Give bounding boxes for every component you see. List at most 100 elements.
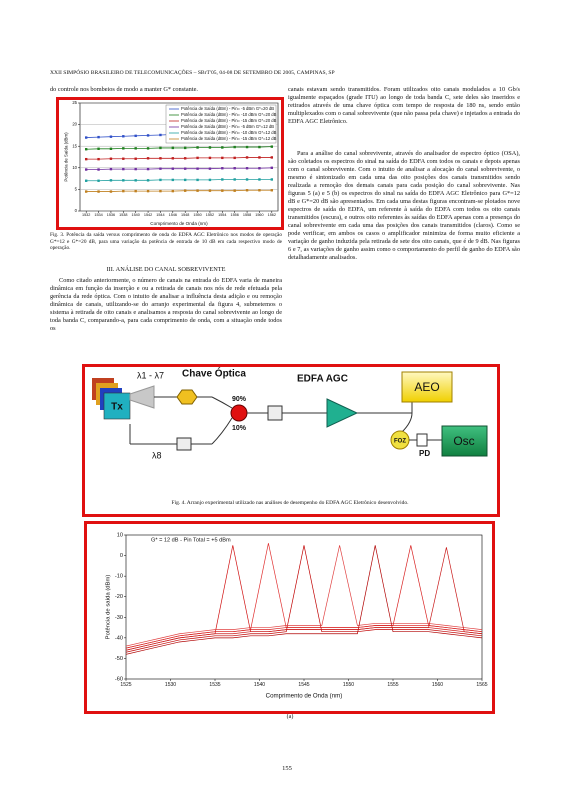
x-tick-label: 1534 [94, 213, 102, 217]
y-tick-label: -10 [115, 574, 123, 580]
annotation: G* = 12 dB - Pin Total = +5 dBm [151, 537, 231, 543]
series-marker [134, 135, 136, 137]
series-marker [184, 179, 186, 181]
series-marker [172, 157, 174, 159]
series-marker [97, 180, 99, 182]
x-tick-label: 1550 [343, 682, 354, 688]
x-tick-label: 1540 [254, 682, 265, 688]
series-marker [85, 180, 87, 182]
series-marker [221, 167, 223, 169]
series-marker [271, 156, 273, 158]
legend-label: Potência de Saída (dBm) - Pin= -5 dBm G*… [181, 106, 274, 111]
series-marker [233, 178, 235, 180]
legend-label: Potência de Saída (dBm) - Pin= -15 dBm G… [181, 118, 277, 123]
series-marker [110, 168, 112, 170]
series-marker [147, 190, 149, 192]
x-tick-label: 1548 [181, 213, 189, 217]
aeo-label: AEO [414, 380, 439, 394]
x-tick-label: 1565 [476, 682, 487, 688]
figure-4-caption: Fig. 4. Arranjo experimental utilizado n… [90, 500, 490, 506]
legend-label: Potência de Saída (dBm) - Pin= -5 dBm G*… [181, 124, 274, 129]
legend-label: Potência de Saída (dBm) - Pin= -10 dBm G… [181, 130, 277, 135]
series-marker [122, 147, 124, 149]
series-marker [147, 168, 149, 170]
x-tick-label: 1555 [387, 682, 398, 688]
x-tick-label: 1556 [230, 213, 238, 217]
x-tick-label: 1535 [209, 682, 220, 688]
series-marker [221, 157, 223, 159]
x-axis-label: Comprimento de Onda (nm) [150, 221, 208, 226]
series-marker [233, 167, 235, 169]
series-marker [159, 167, 161, 169]
coupler [231, 405, 247, 421]
x-tick-label: 1542 [144, 213, 152, 217]
plot-area [126, 535, 482, 679]
series-marker [196, 179, 198, 181]
x-tick-label: 1552 [206, 213, 214, 217]
series-marker [196, 146, 198, 148]
figure-5-caption: (a) [270, 714, 310, 720]
series-marker [184, 189, 186, 191]
series-marker [221, 189, 223, 191]
figure-3-caption: Fig. 3. Potência da saída versus comprim… [50, 232, 282, 252]
series-marker [172, 179, 174, 181]
series-marker [196, 167, 198, 169]
series-marker [97, 148, 99, 150]
series-marker [258, 178, 260, 180]
attenuator [177, 438, 191, 450]
series-marker [258, 189, 260, 191]
paragraph: canais estavam sendo transmitidos. Foram… [288, 86, 520, 126]
legend-label: Potência de Saída (dBm) - Pin= -10 dBm G… [181, 112, 277, 117]
series-marker [134, 168, 136, 170]
survivor-label: λ8 [152, 450, 162, 460]
x-tick-label: 1538 [119, 213, 127, 217]
x-tick-label: 1558 [243, 213, 251, 217]
series-marker [159, 190, 161, 192]
series-marker [97, 136, 99, 138]
page-body: XXII SIMPÓSIO BRASILEIRO DE TELECOMUNICA… [0, 0, 574, 807]
series-marker [134, 179, 136, 181]
series-marker [184, 157, 186, 159]
y-tick-label: 5 [75, 187, 78, 192]
y-tick-label: -50 [115, 656, 123, 662]
series-marker [110, 135, 112, 137]
amplifier [327, 399, 357, 427]
running-header: XXII SIMPÓSIO BRASILEIRO DE TELECOMUNICA… [50, 70, 530, 76]
series-marker [271, 189, 273, 191]
series-marker [221, 178, 223, 180]
intro-text: do controle nos bombeios de modo a mante… [50, 86, 282, 94]
figure-4: Tx λ1 - λ7 Chave Óptica λ8 90% 10% EDFA … [82, 364, 500, 517]
y-tick-label: 10 [117, 532, 123, 538]
photodiode [417, 434, 427, 446]
series-marker [246, 156, 248, 158]
series-marker [85, 190, 87, 192]
optical-switch [177, 390, 197, 404]
page-number: 155 [267, 765, 307, 772]
series-marker [246, 146, 248, 148]
series-marker [258, 156, 260, 158]
mux [130, 386, 154, 408]
fiber [402, 413, 412, 432]
series-marker [147, 134, 149, 136]
series-marker [258, 146, 260, 148]
series-marker [159, 134, 161, 136]
x-tick-label: 1545 [298, 682, 309, 688]
x-tick-label: 1554 [218, 213, 226, 217]
series-marker [172, 147, 174, 149]
x-axis-label: Comprimento de Onda (nm) [266, 692, 343, 699]
series-marker [271, 145, 273, 147]
series-marker [209, 146, 211, 148]
osc-label: Osc [453, 434, 474, 448]
series-marker [134, 147, 136, 149]
series-marker [209, 157, 211, 159]
y-tick-label: -30 [115, 615, 123, 621]
series-marker [110, 179, 112, 181]
series-marker [97, 158, 99, 160]
x-tick-label: 1532 [82, 213, 90, 217]
series-marker [221, 146, 223, 148]
series-marker [159, 179, 161, 181]
series-marker [147, 179, 149, 181]
series-marker [271, 178, 273, 180]
series-marker [85, 158, 87, 160]
series-marker [110, 158, 112, 160]
